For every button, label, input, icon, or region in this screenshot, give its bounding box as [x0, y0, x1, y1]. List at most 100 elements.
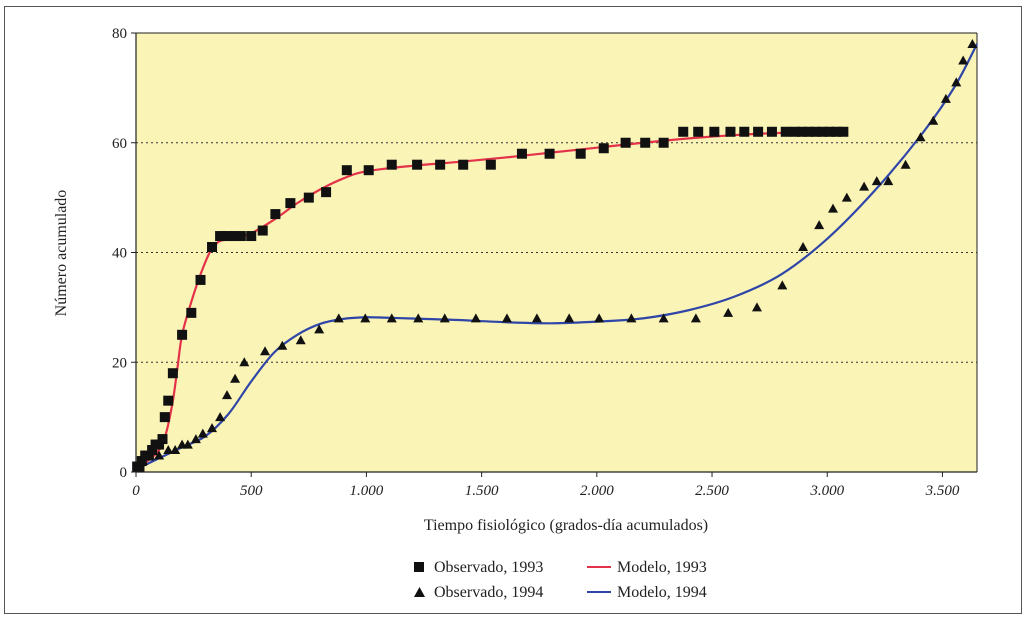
point-triangle	[928, 115, 939, 125]
point-triangle	[413, 313, 424, 323]
point-square	[222, 231, 233, 242]
point-square	[640, 137, 651, 148]
point-square	[516, 148, 527, 159]
point-triangle	[137, 456, 148, 466]
point-square	[341, 165, 352, 176]
y-axis-label: Número acumulado	[53, 190, 70, 317]
y-tick-label: 20	[112, 355, 127, 371]
point-square	[207, 242, 218, 253]
point-square	[810, 126, 821, 137]
point-square	[824, 126, 835, 137]
point-triangle	[871, 176, 882, 186]
point-square	[838, 126, 849, 137]
point-square	[386, 159, 397, 170]
point-triangle	[360, 313, 371, 323]
point-triangle	[594, 313, 605, 323]
point-triangle	[564, 313, 575, 323]
point-triangle	[841, 192, 852, 202]
point-triangle	[260, 346, 271, 356]
observed-points	[132, 38, 978, 472]
point-triangle	[154, 450, 165, 460]
x-tick-label: 1.500	[465, 483, 499, 499]
point-triangle	[439, 313, 450, 323]
point-triangle	[915, 132, 926, 142]
x-axis-label: Tiempo fisiológico (grados-día acumulado…	[424, 517, 708, 534]
point-triangle	[723, 307, 734, 317]
point-square	[228, 231, 239, 242]
point-triangle	[798, 242, 809, 252]
legend-square-marker	[414, 562, 424, 572]
point-square	[163, 395, 174, 406]
point-triangle	[190, 434, 201, 444]
point-square	[780, 126, 791, 137]
point-triangle	[501, 313, 512, 323]
point-square	[363, 165, 374, 176]
point-square	[186, 307, 197, 318]
point-square	[235, 231, 246, 242]
point-square	[678, 126, 689, 137]
point-square	[485, 159, 496, 170]
point-square	[458, 159, 469, 170]
point-triangle	[163, 445, 174, 455]
point-square	[270, 209, 281, 220]
x-tick-label: 1.000	[350, 483, 384, 499]
point-square	[789, 126, 800, 137]
point-square	[796, 126, 807, 137]
point-triangle	[814, 220, 825, 230]
y-tick-label: 0	[120, 465, 128, 481]
x-tick-label: 0	[132, 483, 140, 499]
point-square	[246, 231, 257, 242]
point-triangle	[626, 313, 637, 323]
point-square	[739, 126, 750, 137]
point-square	[753, 126, 764, 137]
point-square	[709, 126, 720, 137]
point-square	[803, 126, 814, 137]
legend-label-observado-1993: Observado, 1993	[434, 559, 543, 576]
point-triangle	[951, 77, 962, 87]
point-square	[167, 368, 178, 379]
point-triangle	[133, 461, 144, 471]
point-square	[257, 225, 268, 236]
point-square	[575, 148, 586, 159]
point-triangle	[658, 313, 669, 323]
point-square	[693, 126, 704, 137]
point-square	[544, 148, 555, 159]
point-triangle	[314, 324, 325, 334]
point-triangle	[958, 55, 969, 65]
point-triangle	[751, 302, 762, 312]
point-triangle	[170, 445, 181, 455]
point-triangle	[222, 390, 233, 400]
point-triangle	[197, 428, 208, 438]
y-tick-label: 60	[112, 136, 127, 152]
point-triangle	[940, 93, 951, 103]
gridlines	[136, 142, 977, 363]
x-tick-label: 3.500	[925, 483, 960, 499]
point-square	[285, 198, 296, 209]
point-triangle	[207, 423, 218, 433]
point-square	[658, 137, 669, 148]
point-triangle	[182, 439, 193, 449]
point-triangle	[690, 313, 701, 323]
point-triangle	[386, 313, 397, 323]
point-square	[321, 187, 332, 198]
x-tick-label: 500	[240, 483, 263, 499]
point-triangle	[215, 412, 226, 422]
y-tick-label: 80	[112, 26, 127, 42]
axes	[131, 32, 978, 477]
point-triangle	[144, 450, 155, 460]
legend: Observado, 1993 Observado, 1994 Modelo, …	[414, 559, 707, 601]
point-triangle	[239, 357, 250, 367]
point-triangle	[470, 313, 481, 323]
x-tick-label: 2.000	[580, 483, 614, 499]
point-square	[195, 274, 206, 285]
y-tick-label: 40	[112, 246, 127, 262]
point-triangle	[883, 176, 894, 186]
point-triangle	[827, 203, 838, 213]
point-triangle	[333, 313, 344, 323]
point-square	[435, 159, 446, 170]
point-triangle	[295, 335, 306, 345]
point-triangle	[230, 373, 241, 383]
point-square	[817, 126, 828, 137]
point-square	[412, 159, 423, 170]
point-square	[620, 137, 631, 148]
